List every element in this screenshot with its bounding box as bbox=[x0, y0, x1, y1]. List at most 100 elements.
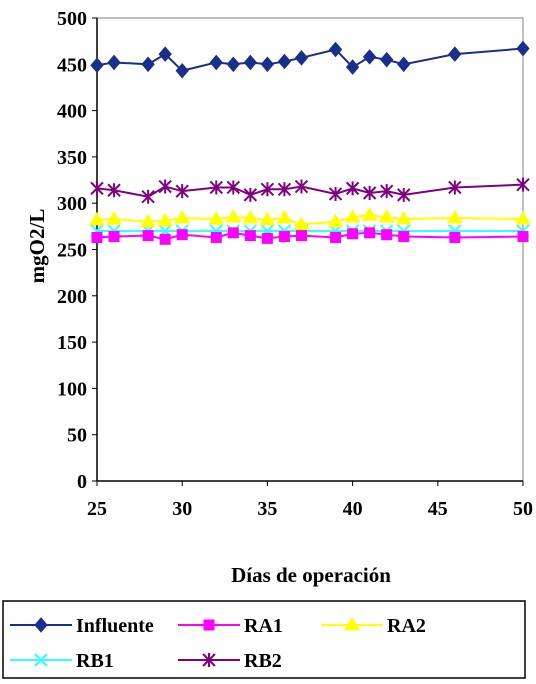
data-point-rb2 bbox=[397, 187, 411, 202]
data-point-influente bbox=[141, 56, 155, 73]
legend-label-rb1: RB1 bbox=[76, 650, 114, 672]
data-point-ra1 bbox=[176, 229, 188, 241]
data-point-influente bbox=[380, 51, 394, 68]
data-point-influente bbox=[397, 56, 411, 73]
data-point-ra2 bbox=[242, 210, 259, 224]
data-point-ra2 bbox=[361, 207, 378, 221]
data-point-influente bbox=[277, 53, 292, 70]
data-point-influente bbox=[175, 63, 189, 79]
x-tick-label: 30 bbox=[172, 498, 192, 520]
data-point-ra2 bbox=[89, 211, 105, 226]
data-point-influente bbox=[516, 40, 530, 57]
y-tick-label: 450 bbox=[57, 54, 87, 76]
legend-label-influente: Influente bbox=[76, 615, 154, 637]
data-point-ra2 bbox=[225, 209, 242, 223]
data-point-rb2 bbox=[141, 189, 155, 204]
data-point-rb2 bbox=[448, 180, 462, 195]
legend-item-rb1: RB1 bbox=[10, 650, 114, 672]
data-point-ra1 bbox=[449, 231, 461, 243]
data-point-ra2 bbox=[208, 210, 225, 225]
data-point-influente bbox=[345, 59, 360, 75]
data-point-ra2 bbox=[174, 210, 191, 224]
data-point-ra1 bbox=[91, 231, 103, 243]
data-point-rb2 bbox=[362, 186, 377, 201]
series-layer bbox=[89, 40, 531, 245]
y-tick-label: 400 bbox=[57, 101, 87, 123]
data-point-ra1 bbox=[364, 227, 376, 239]
data-point-rb2 bbox=[243, 187, 258, 202]
y-tick-label: 500 bbox=[57, 8, 87, 30]
data-point-ra1 bbox=[278, 231, 290, 243]
y-tick-label: 50 bbox=[67, 425, 87, 447]
legend-marker-ra1 bbox=[203, 619, 215, 631]
data-point-ra2 bbox=[106, 210, 122, 225]
data-point-influente bbox=[243, 54, 258, 71]
legend-marker-ra2 bbox=[344, 617, 360, 631]
legend-label-rb2: RB2 bbox=[244, 650, 282, 672]
data-point-influente bbox=[362, 49, 377, 65]
series-influente bbox=[90, 40, 530, 79]
legend-marker-rb1 bbox=[34, 653, 48, 667]
data-point-rb2 bbox=[260, 182, 275, 197]
y-axis-title: mgO2/L bbox=[25, 209, 49, 284]
data-point-rb2 bbox=[158, 179, 172, 194]
y-tick-label: 150 bbox=[57, 332, 87, 354]
data-point-rb2 bbox=[379, 184, 394, 199]
legend-marker-rb2 bbox=[202, 653, 216, 667]
data-point-ra2 bbox=[378, 209, 395, 223]
series-rb2 bbox=[90, 177, 530, 204]
data-point-influente bbox=[107, 54, 121, 71]
data-point-influente bbox=[328, 41, 343, 58]
data-point-ra2 bbox=[515, 210, 531, 225]
data-point-ra1 bbox=[142, 230, 154, 242]
axes: 0 50 100 150 200 250 300 350 400 450 500 25 30 35 40 45… bbox=[57, 8, 533, 520]
y-tick-label: 100 bbox=[57, 378, 87, 400]
data-point-ra1 bbox=[108, 231, 120, 243]
legend-item-ra2: RA2 bbox=[321, 615, 426, 637]
data-point-ra2 bbox=[293, 216, 310, 230]
y-tick-label: 250 bbox=[57, 240, 87, 262]
legend-label-ra1: RA1 bbox=[244, 615, 283, 637]
x-tick-label: 50 bbox=[513, 498, 533, 520]
legend-label-ra2: RA2 bbox=[387, 615, 426, 637]
legend-item-ra1: RA1 bbox=[178, 615, 283, 637]
x-tick-label: 35 bbox=[257, 498, 277, 520]
legend-box bbox=[2, 600, 526, 679]
legend-marker-influente bbox=[34, 617, 48, 633]
data-point-influente bbox=[448, 46, 462, 62]
data-point-influente bbox=[90, 57, 104, 73]
data-point-rb2 bbox=[209, 180, 223, 195]
data-point-ra1 bbox=[244, 230, 256, 242]
data-point-influente bbox=[226, 56, 240, 73]
data-point-ra1 bbox=[295, 230, 307, 242]
x-tick-label: 40 bbox=[343, 498, 363, 520]
data-point-ra2 bbox=[344, 209, 361, 223]
data-point-rb2 bbox=[226, 180, 241, 195]
data-point-influente bbox=[294, 50, 309, 66]
data-point-rb2 bbox=[516, 177, 530, 192]
x-axis-title: Días de operación bbox=[231, 563, 391, 587]
data-point-ra2 bbox=[446, 210, 463, 224]
y-tick-label: 300 bbox=[57, 193, 87, 215]
plot-area bbox=[96, 17, 524, 482]
legend-item-rb2: RB2 bbox=[178, 650, 282, 672]
data-point-ra2 bbox=[259, 211, 276, 226]
plot-border bbox=[96, 17, 524, 482]
data-point-ra2 bbox=[276, 210, 293, 224]
data-point-ra2 bbox=[395, 210, 412, 225]
data-point-influente bbox=[260, 56, 275, 73]
data-point-ra1 bbox=[261, 232, 273, 244]
legend: Influente RA1 RA2 RB1 RB2 bbox=[2, 600, 526, 679]
data-point-rb2 bbox=[294, 179, 309, 194]
y-tick-label: 350 bbox=[57, 147, 87, 169]
legend-item-influente: Influente bbox=[10, 615, 154, 637]
data-point-rb2 bbox=[345, 181, 360, 196]
data-point-rb2 bbox=[107, 183, 121, 198]
data-point-ra1 bbox=[398, 231, 410, 243]
data-point-ra1 bbox=[330, 231, 342, 243]
y-tick-label: 0 bbox=[77, 471, 87, 493]
data-point-rb2 bbox=[277, 182, 292, 197]
data-point-rb2 bbox=[90, 181, 104, 196]
series-ra2 bbox=[89, 207, 531, 230]
